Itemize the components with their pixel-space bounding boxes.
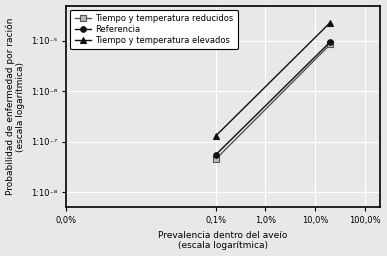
Y-axis label: Probabilidad de enfermedad por ración
(escala logarítmica): Probabilidad de enfermedad por ración (e…	[5, 18, 26, 195]
Referencia	[328, 40, 332, 44]
Tiempo y temperatura reducidos	[213, 158, 218, 161]
Tiempo y temperatura reducidos	[328, 43, 332, 46]
Tiempo y temperatura elevados	[213, 134, 218, 137]
Referencia	[213, 153, 218, 156]
X-axis label: Prevalencia dentro del aveío
(escala logarítmica): Prevalencia dentro del aveío (escala log…	[158, 231, 288, 250]
Line: Tiempo y temperatura elevados: Tiempo y temperatura elevados	[213, 20, 333, 139]
Line: Tiempo y temperatura reducidos: Tiempo y temperatura reducidos	[213, 42, 333, 162]
Line: Referencia: Referencia	[213, 39, 333, 158]
Legend: Tiempo y temperatura reducidos, Referencia, Tiempo y temperatura elevados: Tiempo y temperatura reducidos, Referenc…	[70, 10, 238, 49]
Tiempo y temperatura elevados	[328, 21, 332, 24]
